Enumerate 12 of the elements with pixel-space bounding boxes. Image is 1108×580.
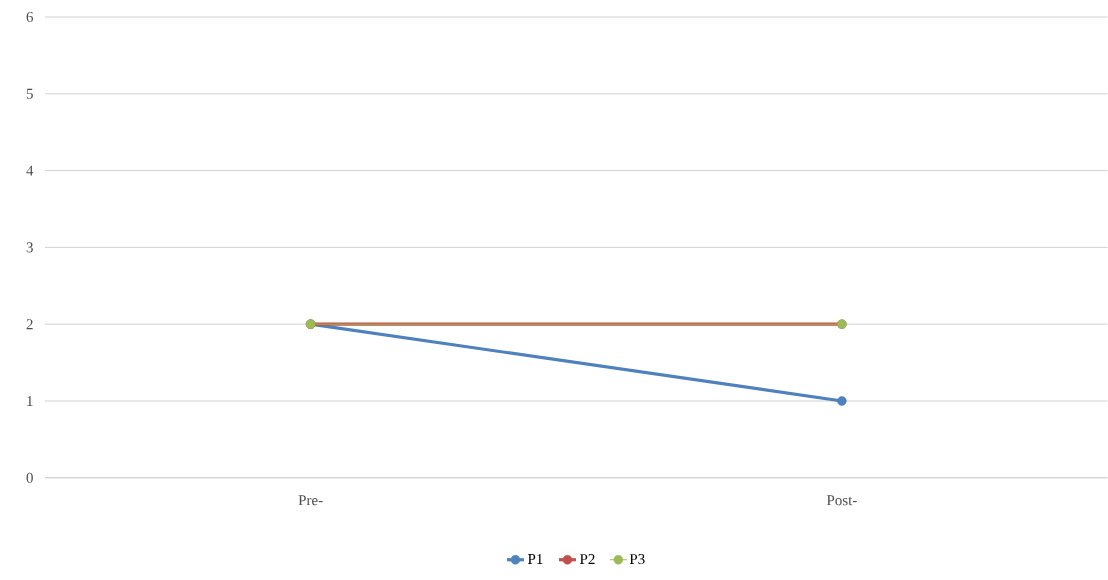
legend-label: P1 <box>527 554 543 565</box>
y-tick-label: 5 <box>26 88 33 99</box>
y-tick-label: 0 <box>26 472 33 483</box>
y-tick-label: 2 <box>26 319 33 330</box>
legend-label: P2 <box>579 554 595 565</box>
y-tick-label: 4 <box>26 165 34 176</box>
x-tick-label: Post- <box>826 495 857 506</box>
x-tick-label: Pre- <box>298 495 323 506</box>
y-tick-label: 1 <box>27 396 33 407</box>
y-tick-label: 6 <box>26 12 34 23</box>
legend-label: P3 <box>629 554 645 565</box>
y-tick-label: 3 <box>26 242 33 253</box>
